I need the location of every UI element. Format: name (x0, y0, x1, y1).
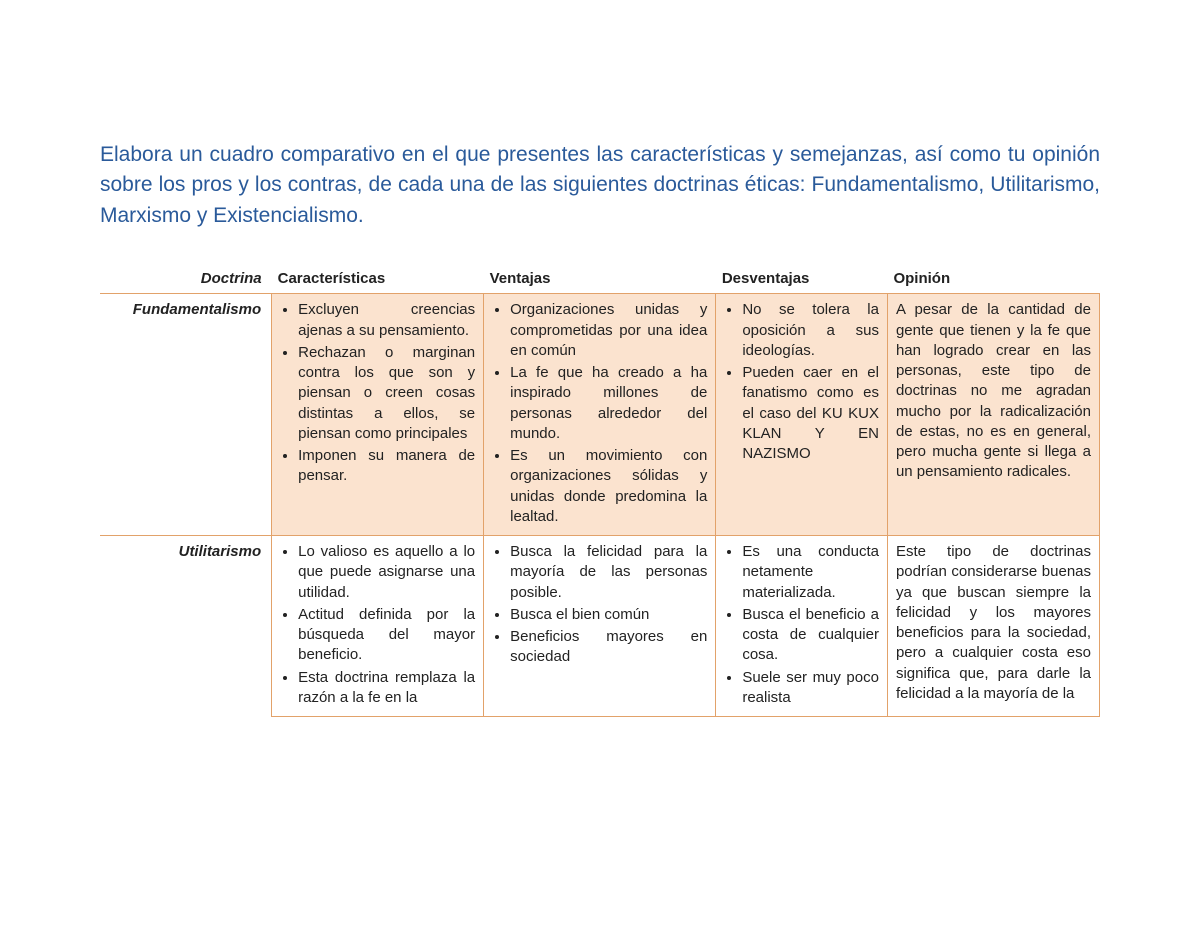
col-header-caracteristicas: Características (272, 266, 484, 294)
bullet-list: Excluyen creencias ajenas a su pensamien… (280, 300, 475, 486)
list-item: Excluyen creencias ajenas a su pensamien… (298, 300, 475, 341)
cell-opinion: Este tipo de doctrinas podrían considera… (887, 536, 1099, 717)
list-item: Beneficios mayores en sociedad (510, 627, 707, 668)
col-header-ventajas: Ventajas (484, 266, 716, 294)
cell-caracteristicas: Lo valioso es aquello a lo que puede asi… (272, 536, 484, 717)
list-item: Actitud definida por la búsqueda del may… (298, 605, 475, 666)
list-item: Es una conducta netamente materializada. (742, 542, 879, 603)
cell-caracteristicas: Excluyen creencias ajenas a su pensamien… (272, 294, 484, 536)
cell-desventajas: Es una conducta netamente materializada.… (716, 536, 888, 717)
col-header-desventajas: Desventajas (716, 266, 888, 294)
row-label: Fundamentalismo (100, 294, 272, 536)
list-item: Lo valioso es aquello a lo que puede asi… (298, 542, 475, 603)
table-row: Utilitarismo Lo valioso es aquello a lo q… (100, 536, 1100, 717)
list-item: Rechazan o marginan contra los que son y… (298, 343, 475, 444)
bullet-list: No se tolera la oposición a sus ideologí… (724, 300, 879, 464)
list-item: Organizaciones unidas y comprometidas po… (510, 300, 707, 361)
instruction-text: Elabora un cuadro comparativo en el que … (100, 140, 1100, 231)
table-row: Fundamentalismo Excluyen creencias ajenas… (100, 294, 1100, 536)
bullet-list: Organizaciones unidas y comprometidas po… (492, 300, 707, 527)
row-label: Utilitarismo (100, 536, 272, 717)
list-item: Imponen su manera de pensar. (298, 446, 475, 487)
list-item: Pueden caer en el fanatismo como es el c… (742, 363, 879, 464)
col-header-doctrina: Doctrina (100, 266, 272, 294)
cell-desventajas: No se tolera la oposición a sus ideologí… (716, 294, 888, 536)
col-header-opinion: Opinión (887, 266, 1099, 294)
list-item: Suele ser muy poco realista (742, 668, 879, 709)
bullet-list: Busca la felicidad para la mayoría de la… (492, 542, 707, 668)
list-item: Es un movimiento con organizaciones sóli… (510, 446, 707, 527)
list-item: Busca el bien común (510, 605, 707, 625)
bullet-list: Es una conducta netamente materializada.… (724, 542, 879, 708)
list-item: No se tolera la oposición a sus ideologí… (742, 300, 879, 361)
cell-opinion: A pesar de la cantidad de gente que tien… (887, 294, 1099, 536)
cell-ventajas: Busca la felicidad para la mayoría de la… (484, 536, 716, 717)
list-item: Busca la felicidad para la mayoría de la… (510, 542, 707, 603)
table-header-row: Doctrina Características Ventajas Desven… (100, 266, 1100, 294)
list-item: Busca el beneficio a costa de cualquier … (742, 605, 879, 666)
list-item: La fe que ha creado a ha inspirado millo… (510, 363, 707, 444)
comparison-table: Doctrina Características Ventajas Desven… (100, 266, 1100, 717)
bullet-list: Lo valioso es aquello a lo que puede asi… (280, 542, 475, 708)
cell-ventajas: Organizaciones unidas y comprometidas po… (484, 294, 716, 536)
list-item: Esta doctrina remplaza la razón a la fe … (298, 668, 475, 709)
